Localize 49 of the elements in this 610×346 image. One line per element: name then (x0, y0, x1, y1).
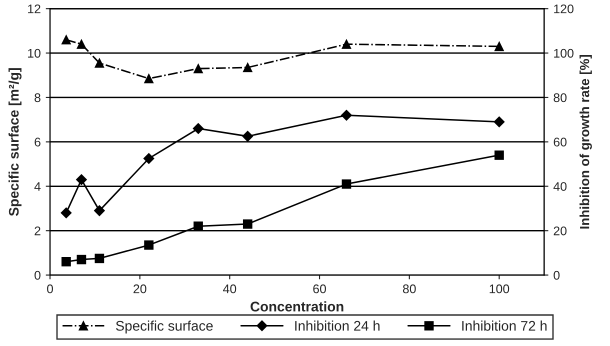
legend-label: Inhibition 72 h (462, 320, 547, 331)
point (242, 62, 252, 72)
point (76, 39, 86, 49)
legend-label: Specific surface (116, 320, 213, 334)
y-tick-label: 6 (34, 138, 40, 147)
y2-tick-label: 0 (554, 270, 560, 280)
y-axis-title: Specific surface [m²/g] (8, 68, 22, 216)
y2-tick-label: 100 (554, 48, 574, 58)
point (494, 150, 504, 160)
point (341, 110, 352, 121)
y-tick-label: 2 (34, 226, 40, 236)
x-tick-label: 20 (134, 284, 146, 294)
point (62, 257, 71, 266)
point (94, 254, 104, 264)
y-tick-label: 0 (34, 270, 41, 280)
y-tick-label: 10 (28, 48, 41, 58)
y2-tick-label: 40 (553, 182, 567, 191)
point (242, 219, 252, 229)
point (342, 39, 352, 49)
point (494, 116, 505, 128)
point (144, 240, 154, 250)
y2-tick-label: 20 (554, 226, 567, 236)
point (194, 222, 203, 231)
point (60, 207, 72, 218)
x-tick-label: 0 (47, 284, 54, 294)
x-tick-label: 40 (223, 284, 236, 294)
y-tick-label: 8 (34, 93, 40, 102)
point (143, 153, 154, 164)
point (94, 205, 105, 216)
point (242, 130, 254, 142)
point (494, 42, 504, 52)
x-tick-label: 60 (313, 284, 326, 294)
point (144, 74, 154, 84)
y-tick-label: 4 (34, 182, 41, 191)
y2-axis-title: Inhibition of growth rate [%] (580, 55, 592, 229)
y2-tick-label: 80 (554, 93, 567, 102)
y2-tick-label: 120 (554, 4, 574, 14)
point (94, 58, 104, 68)
point (62, 35, 71, 44)
y2-tick-label: 60 (554, 138, 567, 147)
x-tick-label: 80 (402, 284, 416, 294)
point (76, 254, 86, 264)
x-tick-label: 100 (490, 284, 510, 294)
point (76, 174, 87, 186)
point (194, 64, 203, 74)
x-axis-title: Concentration (250, 301, 344, 312)
legend-label: Inhibition 24 h (295, 320, 380, 331)
y-tick-label: 12 (28, 4, 40, 14)
point (192, 123, 204, 134)
